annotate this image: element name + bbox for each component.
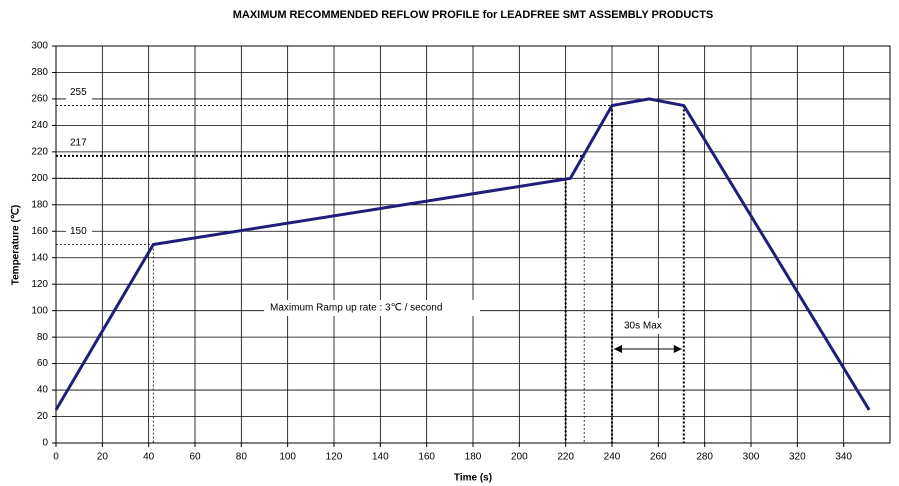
x-tick-label: 100 [279, 452, 296, 463]
y-tick-label: 280 [31, 67, 48, 78]
y-tick-label: 40 [37, 385, 49, 396]
label-bg [66, 85, 92, 100]
arrow-head [614, 345, 622, 353]
x-tick-label: 240 [604, 452, 621, 463]
x-tick-label: 20 [97, 452, 109, 463]
y-tick-label: 180 [31, 199, 48, 210]
x-tick-label: 320 [789, 452, 806, 463]
reference-label: 150 [70, 226, 87, 237]
reference-label: 217 [70, 137, 87, 148]
x-tick-label: 260 [650, 452, 667, 463]
x-tick-label: 340 [835, 452, 852, 463]
y-tick-label: 260 [31, 94, 48, 105]
y-tick-label: 160 [31, 226, 48, 237]
x-tick-label: 120 [326, 452, 343, 463]
y-tick-label: 100 [31, 305, 48, 316]
label-bg [66, 224, 92, 239]
arrow-head [673, 345, 682, 353]
x-tick-label: 280 [696, 452, 713, 463]
y-tick-label: 80 [37, 332, 49, 343]
x-tick-label: 180 [465, 452, 482, 463]
x-tick-label: 140 [372, 452, 389, 463]
y-tick-label: 120 [31, 279, 48, 290]
profile-line [54, 97, 871, 411]
x-tick-label: 60 [189, 452, 201, 463]
y-tick-label: 240 [31, 120, 48, 131]
x-tick-label: 160 [418, 452, 435, 463]
x-tick-label: 40 [143, 452, 155, 463]
y-tick-label: 20 [37, 411, 49, 422]
y-axis-label: Temperature (℃) [11, 205, 22, 286]
annotation: 30s Max [624, 321, 662, 332]
y-tick-label: 200 [31, 173, 48, 184]
x-axis-label: Time (s) [454, 473, 492, 484]
reference-label: 255 [70, 87, 87, 98]
annotation-box [618, 318, 666, 334]
y-tick-label: 0 [42, 438, 48, 449]
x-tick-label: 300 [743, 452, 760, 463]
annotation: Maximum Ramp up rate : 3℃ / second [270, 303, 442, 314]
x-tick-label: 200 [511, 452, 528, 463]
x-tick-label: 80 [236, 452, 248, 463]
x-tick-label: 0 [53, 452, 59, 463]
y-tick-label: 140 [31, 252, 48, 263]
x-tick-label: 220 [557, 452, 574, 463]
label-bg [66, 135, 92, 150]
y-tick-label: 60 [37, 358, 49, 369]
chart-title: MAXIMUM RECOMMENDED REFLOW PROFILE for L… [233, 9, 714, 21]
y-tick-label: 300 [31, 41, 48, 52]
annotation-box [264, 300, 480, 316]
y-tick-label: 220 [31, 147, 48, 158]
